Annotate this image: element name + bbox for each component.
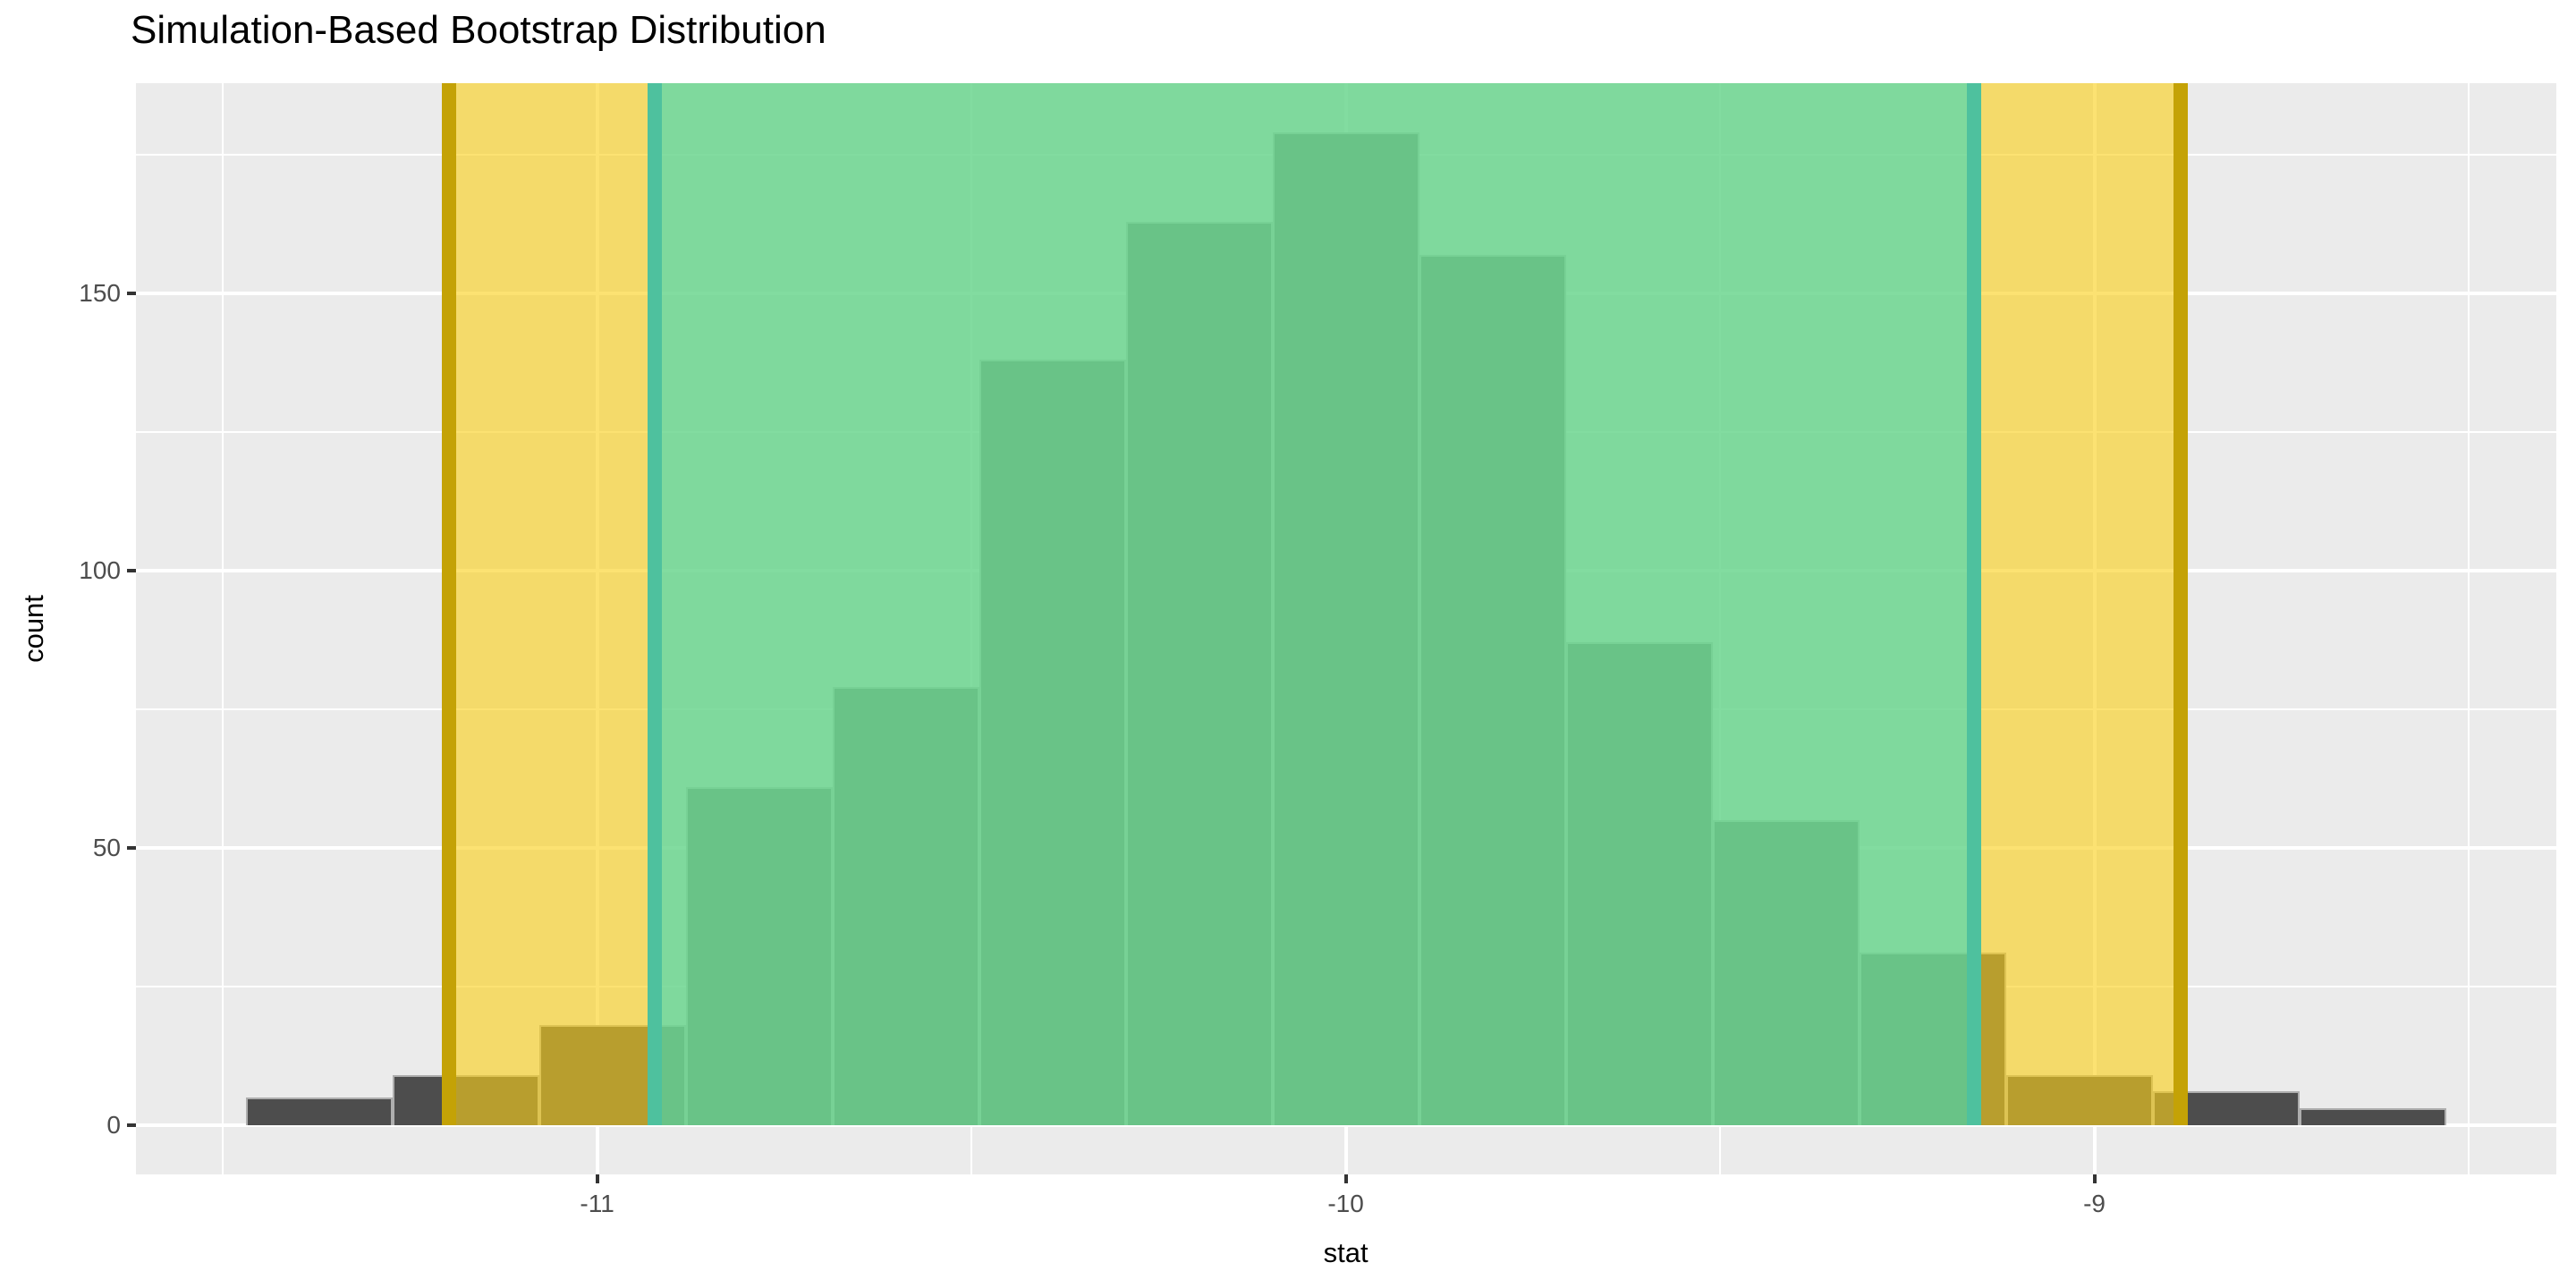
outer-interval-band-left bbox=[448, 83, 656, 1125]
gridline-x-minor bbox=[222, 83, 225, 1174]
outer-interval-lower-line bbox=[441, 83, 456, 1125]
y-tick-label: 100 bbox=[79, 555, 121, 584]
x-tick-mark bbox=[2092, 1174, 2097, 1183]
x-tick-label: -9 bbox=[2083, 1190, 2106, 1217]
histogram-bar bbox=[246, 1097, 393, 1125]
histogram-bar bbox=[2299, 1107, 2446, 1125]
outer-interval-band-right bbox=[1973, 83, 2181, 1125]
y-tick-mark bbox=[127, 845, 136, 850]
inner-interval-lower-line bbox=[648, 83, 663, 1125]
x-tick-mark bbox=[1343, 1174, 1348, 1183]
y-tick-mark bbox=[127, 292, 136, 296]
y-tick-label: 50 bbox=[92, 833, 121, 861]
gridline-x-minor bbox=[2468, 83, 2470, 1174]
y-tick-mark bbox=[127, 568, 136, 572]
y-axis-title: count bbox=[18, 595, 49, 663]
plot-title: Simulation-Based Bootstrap Distribution bbox=[131, 8, 826, 52]
y-tick-mark bbox=[127, 1123, 136, 1127]
outer-interval-upper-line bbox=[2173, 83, 2188, 1125]
inner-interval-upper-line bbox=[1966, 83, 1981, 1125]
y-tick-label: 0 bbox=[106, 1110, 121, 1139]
inner-interval-band bbox=[655, 83, 1974, 1125]
x-tick-label: -10 bbox=[1327, 1190, 1364, 1217]
x-tick-mark bbox=[595, 1174, 599, 1183]
y-tick-label: 150 bbox=[79, 279, 121, 308]
x-tick-label: -11 bbox=[580, 1190, 614, 1217]
x-axis-title: stat bbox=[1323, 1237, 1368, 1268]
plot-panel bbox=[136, 83, 2556, 1174]
